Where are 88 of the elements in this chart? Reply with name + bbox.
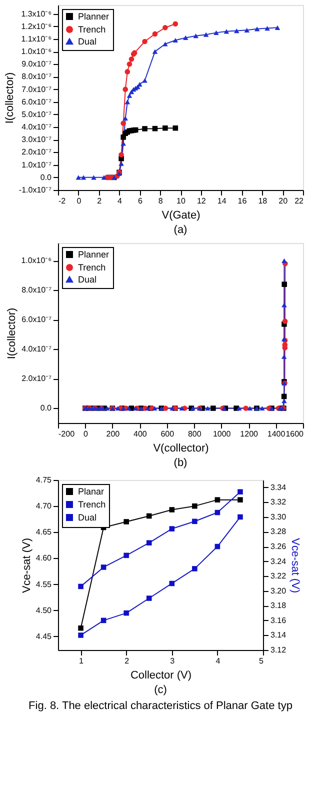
legend-label: Planner (78, 12, 110, 22)
y-tick-label: 1.0x10⁻⁷ (22, 160, 52, 170)
x-tick-label: 1400 (267, 430, 286, 438)
y-axis-title: Vce-sat (V) (20, 538, 33, 594)
y-tick-label: 0.0 (40, 172, 52, 182)
x-tick-label: 1 (79, 656, 84, 666)
x-axis-title: V(collector) (153, 442, 209, 454)
legend-label: Planar (78, 486, 104, 496)
legend-label: Trench (78, 24, 106, 34)
x-tick-label: 200 (106, 430, 120, 438)
y2-tick-label: 3.16 (270, 616, 287, 625)
y2-tick-label: 3.28 (270, 527, 287, 536)
y2-tick-label: 3.24 (270, 556, 287, 566)
x-tick-label: 600 (160, 430, 175, 438)
x-axis-title: V(Gate) (162, 210, 200, 222)
text: (a) (174, 224, 188, 236)
caption: Fig. 8. The electrical characteristics of Planar Gate typ (28, 700, 292, 712)
y2-tick-label: 3.26 (270, 542, 287, 552)
y2-tick-label: 3.20 (270, 586, 287, 596)
x-tick-label: 4 (216, 656, 221, 666)
y-tick-label: 9.0x10⁻⁷ (22, 60, 52, 69)
x-tick-label: -2 (58, 196, 66, 206)
y-tick-label: 1.0x10⁻⁶ (21, 256, 52, 266)
x-tick-label: -200 (58, 430, 76, 438)
x-tick-label: 800 (188, 430, 202, 438)
x-tick-label: 4 (118, 196, 123, 206)
y-tick-label: -1.0x10⁻⁷ (18, 186, 52, 194)
y-tick-label: 3.0x10⁻⁷ (22, 135, 52, 144)
y-axis-title: I(collector) (6, 308, 18, 360)
x-tick-label: 6 (138, 196, 143, 206)
y-tick-label: 0.0 (40, 404, 52, 413)
x-tick-label: 10 (176, 196, 186, 206)
y-tick-label: 8.0x10⁻⁷ (22, 72, 52, 82)
legend-label: Trench (78, 500, 106, 510)
x-tick-label: 1000 (212, 430, 232, 438)
y-tick-label: 4.55 (36, 580, 52, 589)
y2-tick-label: 3.32 (270, 498, 287, 507)
x-tick-label: 20 (278, 196, 288, 206)
x-tick-label: 12 (196, 196, 206, 206)
y-tick-label: 4.0x10⁻⁷ (22, 122, 52, 132)
legend-label: Dual (78, 274, 97, 284)
y-tick-label: 4.50 (36, 606, 52, 615)
y-tick-label: 1.2x10⁻⁶ (21, 22, 52, 31)
y-tick-label: 4.60 (36, 554, 52, 563)
y2-tick-label: 3.14 (270, 630, 287, 640)
legend-label: Dual (78, 512, 97, 522)
text: (c) (154, 684, 167, 696)
y-axis-title: I(collector) (4, 72, 16, 124)
y-tick-label: 5.0x10⁻⁷ (22, 110, 52, 119)
x-tick-label: 0 (83, 430, 88, 438)
y-tick-label: 8.0x10⁻⁷ (22, 286, 52, 295)
legend-label: Dual (78, 36, 97, 46)
y-tick-label: 4.75 (36, 476, 52, 484)
x-tick-label: 16 (238, 196, 248, 206)
x-tick-label: 18 (258, 196, 268, 206)
x-tick-label: 1600 (286, 430, 304, 438)
x-tick-label: 5 (259, 656, 264, 666)
y-tick-label: 4.45 (36, 632, 52, 641)
y-tick-label: 6.0x10⁻⁷ (22, 315, 52, 324)
y-tick-label: 6.0x10⁻⁷ (22, 97, 52, 106)
y-tick-label: 1.3x10⁻⁶ (21, 9, 52, 18)
y2-tick-label: 3.30 (270, 512, 287, 522)
y2-tick-label: 3.34 (270, 482, 287, 492)
y-tick-label: 7.0x10⁻⁷ (22, 84, 52, 94)
x-tick-label: 14 (217, 196, 227, 206)
y-tick-label: 1.0x10⁻⁶ (21, 47, 52, 56)
y-tick-label: 2.0x10⁻⁷ (22, 148, 52, 157)
x-tick-label: 0 (76, 196, 82, 206)
y-tick-label: 1.1x10⁻⁶ (21, 34, 52, 44)
x-tick-label: 8 (158, 196, 164, 206)
y2-tick-label: 3.12 (270, 646, 287, 654)
y2-tick-label: 3.18 (270, 601, 287, 610)
x-tick-label: 2 (97, 196, 102, 206)
text: (b) (174, 457, 188, 469)
x-tick-label: 1200 (240, 430, 259, 438)
legend-label: Planner (78, 250, 110, 260)
x-tick-label: 22 (294, 196, 304, 206)
y2-axis-title: Vce-sat (V) (289, 538, 302, 594)
x-axis-title: Collector (V) (130, 670, 192, 682)
legend-label: Trench (78, 262, 106, 272)
x-tick-label: 2 (124, 656, 130, 666)
y-tick-label: 4.65 (36, 528, 52, 537)
y2-tick-label: 3.22 (270, 572, 287, 581)
x-tick-label: 3 (170, 656, 176, 666)
y-tick-label: 2.0x10⁻⁷ (22, 374, 52, 384)
y-tick-label: 4.70 (36, 502, 52, 511)
y-tick-label: 4.0x10⁻⁷ (22, 344, 52, 354)
x-tick-label: 400 (133, 430, 148, 438)
